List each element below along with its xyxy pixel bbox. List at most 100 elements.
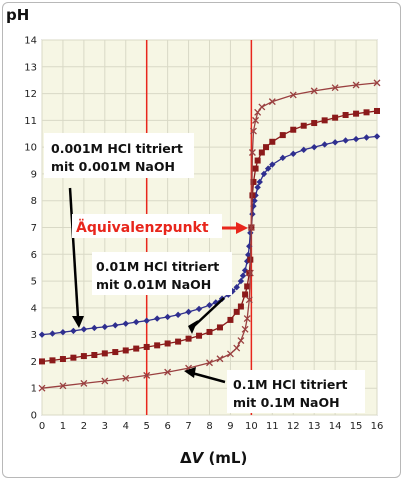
data-point (233, 308, 240, 315)
data-point (352, 81, 360, 89)
data-point (252, 116, 260, 124)
data-point (269, 161, 276, 168)
annotation-01m-arrow (191, 371, 226, 384)
y-tick-label: 7 (31, 223, 37, 234)
data-point (310, 143, 318, 151)
data-point (80, 379, 88, 387)
x-tick-label: 2 (81, 421, 87, 432)
data-point (258, 103, 266, 111)
data-point (246, 269, 254, 277)
data-point (279, 132, 286, 139)
x-tick-label: 9 (227, 421, 233, 432)
data-point (49, 330, 56, 337)
data-point (363, 134, 370, 141)
annotation-0001m-arrowhead (72, 316, 84, 328)
x-tick-label: 14 (329, 421, 342, 432)
data-point (241, 325, 249, 333)
data-point (321, 141, 328, 148)
x-tick-label: 8 (206, 421, 212, 432)
data-point (101, 323, 109, 331)
y-tick-label: 11 (24, 116, 37, 127)
data-point (243, 258, 251, 265)
data-point (196, 332, 203, 339)
data-point (300, 146, 307, 154)
data-point (321, 117, 328, 124)
data-point (233, 284, 240, 291)
annotation-01m-arrowhead (184, 367, 196, 378)
data-point (342, 137, 349, 144)
data-point (154, 342, 161, 349)
data-point (164, 313, 171, 321)
annotation-001m-line1: 0.01M HCl titriert (96, 259, 219, 274)
data-point (195, 305, 203, 313)
data-point (246, 270, 253, 277)
data-point (352, 135, 360, 143)
data-point (373, 133, 381, 140)
data-point (59, 329, 67, 336)
data-point (342, 112, 349, 118)
data-point (374, 107, 380, 114)
data-point (245, 296, 253, 304)
y-tick-label: 12 (24, 89, 37, 100)
data-point (260, 170, 268, 178)
data-point (143, 371, 151, 379)
annotation-equivalence-box (72, 214, 222, 238)
annotation-equivalence: Äquivalenzpunkt (72, 214, 248, 238)
data-point (244, 283, 251, 290)
y-tick-label: 0 (31, 411, 37, 422)
data-point (331, 84, 339, 92)
data-point (164, 368, 172, 376)
data-point (38, 384, 46, 392)
annotation-0001m-line2: mit 0.001M NaOH (51, 159, 175, 174)
x-tick-label: 16 (371, 421, 384, 432)
data-point (101, 350, 108, 357)
annotation-001m-line2: mit 0.01M NaOH (96, 277, 211, 292)
series-3 (38, 79, 381, 392)
annotation-01m: 0.1M HCl titriert mit 0.1M NaOH (184, 367, 365, 413)
x-tick-label: 7 (185, 421, 191, 432)
x-tick-label: 5 (144, 421, 150, 432)
x-axis-label: ΔV (mL) (180, 449, 247, 467)
y-tick-label: 3 (31, 330, 37, 341)
data-point (70, 354, 77, 361)
data-point (122, 374, 130, 382)
data-point (122, 320, 129, 327)
data-point (331, 139, 339, 146)
data-point (49, 357, 56, 364)
data-point (143, 317, 150, 324)
data-point (101, 377, 109, 385)
data-point (237, 337, 245, 344)
annotation-0001m: 0.001M HCl titriert mit 0.001M NaOH (44, 133, 194, 328)
data-point (133, 318, 140, 326)
data-point (373, 79, 381, 87)
data-point (254, 184, 261, 191)
data-point (153, 315, 161, 322)
data-point (242, 291, 249, 298)
data-point (174, 311, 182, 319)
y-tick-label: 4 (31, 303, 37, 314)
series-layer (38, 79, 381, 392)
x-tick-label: 15 (350, 421, 363, 432)
x-tick-label: 3 (102, 421, 108, 432)
data-point (279, 154, 286, 162)
data-point (185, 335, 192, 342)
data-point (164, 340, 171, 347)
data-point (248, 149, 256, 156)
y-tick-label: 10 (24, 143, 37, 154)
annotation-001m-arrow (193, 297, 225, 327)
x-axis-label-delta: Δ (180, 449, 192, 467)
data-point (91, 352, 98, 358)
y-tick-label: 13 (24, 62, 37, 73)
data-point (206, 301, 213, 309)
x-tick-label: 12 (287, 421, 300, 432)
data-point (237, 277, 245, 285)
data-point (112, 349, 119, 356)
data-point (247, 224, 255, 231)
annotation-equivalence-arrowhead (236, 222, 248, 234)
annotation-001m-arrowhead (188, 320, 198, 334)
data-point (38, 331, 46, 338)
annotation-0001m-line1: 0.001M HCl titriert (51, 141, 183, 156)
y-axis-label: pH (6, 6, 29, 24)
